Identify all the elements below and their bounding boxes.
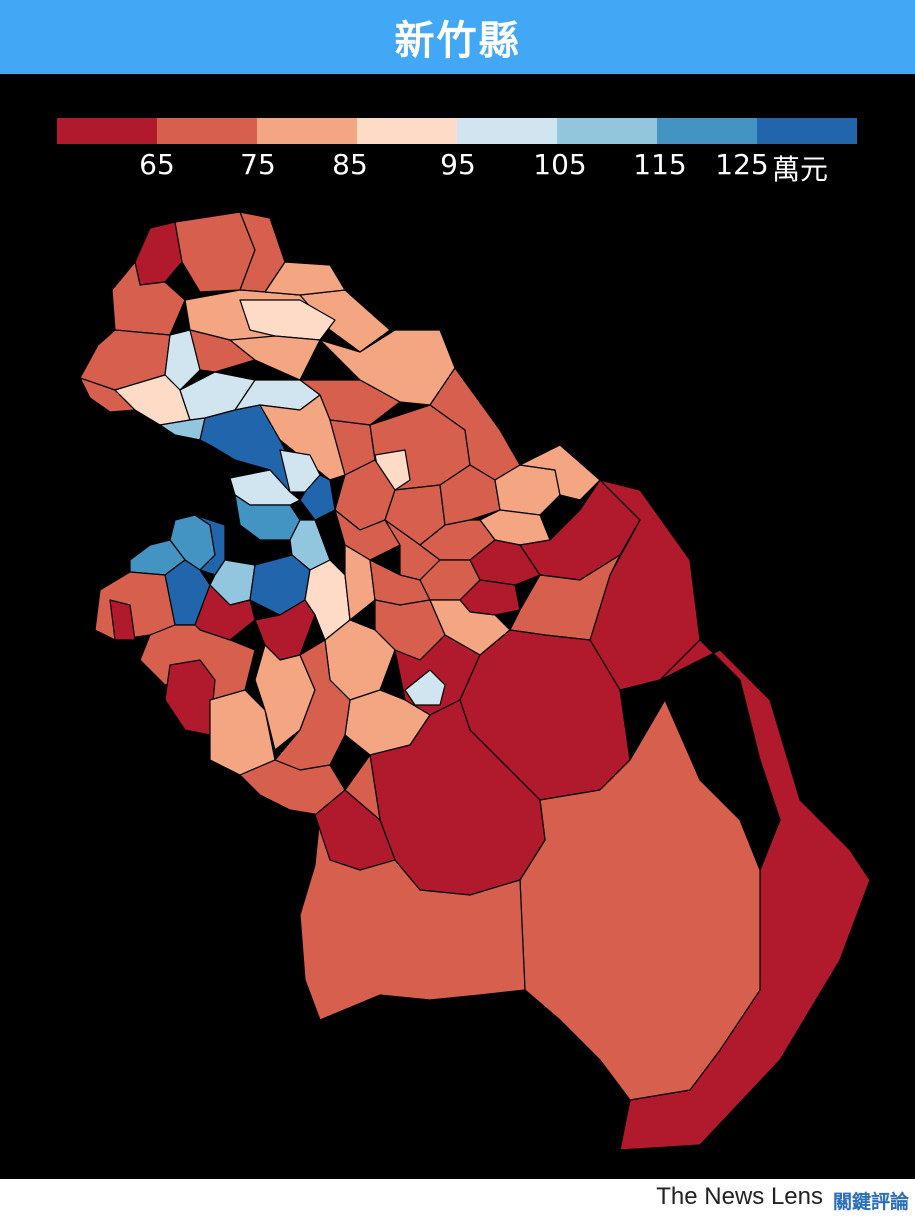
township-region — [229, 335, 321, 381]
map-title: 新竹縣 — [394, 18, 521, 64]
legend-swatch — [757, 118, 857, 144]
legend-tick-label: 115 — [633, 148, 687, 181]
township-region — [194, 514, 226, 576]
township-region — [164, 329, 201, 391]
township-region — [404, 669, 446, 706]
township-region — [314, 789, 396, 871]
township-region — [174, 211, 256, 293]
header-bar: 新竹縣 — [0, 0, 915, 74]
legend-swatch — [157, 118, 257, 144]
legend-tick-label: 85 — [332, 148, 368, 181]
township-region — [79, 377, 136, 413]
township-region — [109, 599, 136, 641]
legend-swatch — [657, 118, 757, 144]
color-legend — [57, 118, 857, 144]
legend-swatch — [257, 118, 357, 144]
legend-tick-label: 105 — [533, 148, 587, 181]
township-region — [189, 329, 256, 373]
legend-swatch — [557, 118, 657, 144]
township-region — [344, 544, 376, 621]
township-region — [619, 639, 871, 1151]
township-region — [589, 479, 701, 691]
township-region — [134, 221, 183, 286]
township-region — [519, 444, 601, 501]
hsinchu-county-map — [79, 211, 871, 1151]
township-region — [111, 261, 186, 336]
footer-brand: The News Lens — [656, 1183, 823, 1210]
legend-tick-label: 75 — [240, 148, 276, 181]
legend-tick-label: 95 — [440, 148, 476, 181]
township-region — [264, 261, 346, 296]
township-region — [164, 659, 216, 736]
legend-swatch — [57, 118, 157, 144]
footer-bar: The News Lens 關鍵評論 — [0, 1179, 915, 1217]
legend-unit: 萬元 — [772, 153, 829, 186]
legend-tick-label: 65 — [139, 148, 175, 181]
legend-swatch — [357, 118, 457, 144]
legend-swatch — [457, 118, 557, 144]
legend-tick-label: 125 — [715, 148, 769, 181]
footer-brand-cn: 關鍵評論 — [832, 1191, 909, 1213]
